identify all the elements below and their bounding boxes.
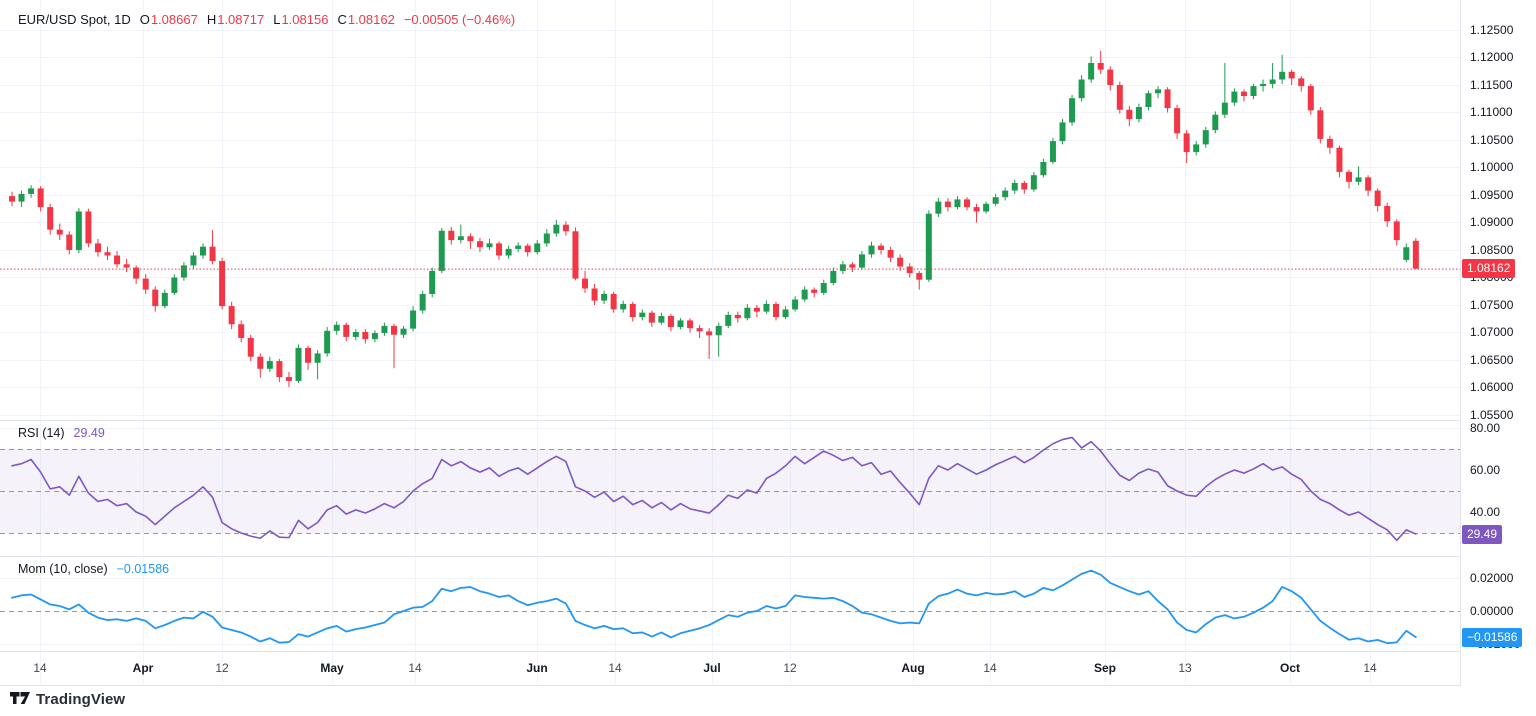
price-axis-label: 1.08500	[1470, 243, 1514, 257]
rsi-badge: 29.49	[1462, 525, 1503, 544]
price-axis-label: 1.10500	[1470, 133, 1514, 147]
ohlc-high: H 1.08717	[206, 12, 265, 27]
time-axis-label-day: 14	[1363, 661, 1377, 675]
time-axis-label-day: 12	[215, 661, 229, 675]
price-axis-label: 1.09000	[1470, 215, 1514, 229]
time-axis-label-month: Jul	[703, 661, 721, 675]
time-axis-label-month: May	[320, 661, 344, 675]
time-axis-label-month: Oct	[1279, 661, 1301, 675]
time-axis-label-month: Aug	[901, 661, 925, 675]
price-axis-label: 1.12000	[1470, 50, 1514, 64]
last-price-badge: 1.08162	[1462, 259, 1516, 278]
price-axis-label: 1.06500	[1470, 353, 1514, 367]
tradingview-logo-icon[interactable]	[10, 691, 30, 708]
time-axis-label-day: 14	[33, 661, 47, 675]
price-axis-label: 0.00000	[1470, 604, 1514, 618]
ohlc-low: L 1.08156	[273, 12, 329, 27]
mom-badge: −0.01586	[1462, 628, 1523, 647]
price-axis-label: 80.00	[1470, 421, 1501, 435]
ohlc-open: O 1.08667	[139, 12, 198, 27]
price-change: −0.00505 (−0.46%)	[403, 12, 516, 27]
price-axis-label: 1.05500	[1470, 408, 1514, 422]
price-axis-label: 1.07000	[1470, 325, 1514, 339]
symbol-title: EUR/USD Spot, 1D	[18, 12, 131, 27]
price-axis-label: 0.02000	[1470, 571, 1514, 585]
price-axis[interactable]: 1.12500 1.12000 1.11500 1.11000 1.10500 1.100…	[1461, 0, 1536, 686]
time-axis-label-day: 14	[608, 661, 622, 675]
price-axis-label: 1.09500	[1470, 188, 1514, 202]
symbol-legend[interactable]: EUR/USD Spot, 1D O 1.08667 H 1.08717 L 1.08…	[18, 12, 515, 27]
price-chart-canvas[interactable]	[0, 0, 1461, 686]
time-axis-label-month: Sep	[1093, 661, 1117, 675]
time-axis-label-month: Apr	[132, 661, 154, 675]
tradingview-logo-text[interactable]: TradingView	[36, 691, 126, 708]
footer: TradingView	[10, 691, 125, 708]
price-axis-label: 1.11000	[1470, 105, 1513, 119]
time-axis-label-day: 14	[408, 661, 422, 675]
price-axis-label: 1.12500	[1470, 23, 1514, 37]
price-axis-label: 40.00	[1470, 505, 1501, 519]
mom-value: −0.01586	[116, 562, 170, 576]
time-axis-label-day: 14	[983, 661, 997, 675]
rsi-value: 29.49	[73, 426, 105, 440]
time-axis-label-day: 12	[783, 661, 797, 675]
price-axis-label: 1.06000	[1470, 380, 1514, 394]
time-axis-label-day: 13	[1178, 661, 1192, 675]
mom-label: Mom (10, close)	[18, 562, 108, 576]
time-axis[interactable]: 14 Apr 12 May 14 Jun 14 Jul 12 Aug 14 Sep 13 Oct 14	[0, 651, 1461, 686]
rsi-label: RSI (14)	[18, 426, 65, 440]
rsi-legend[interactable]: RSI (14) 29.49	[18, 426, 105, 440]
mom-legend[interactable]: Mom (10, close) −0.01586	[18, 562, 169, 576]
price-axis-label: 1.11500	[1470, 78, 1513, 92]
time-axis-label-month: Jun	[526, 661, 548, 675]
price-axis-label: 60.00	[1470, 463, 1501, 477]
price-axis-label: 1.07500	[1470, 298, 1514, 312]
price-axis-label: 1.10000	[1470, 160, 1514, 174]
ohlc-close: C 1.08162	[337, 12, 395, 27]
